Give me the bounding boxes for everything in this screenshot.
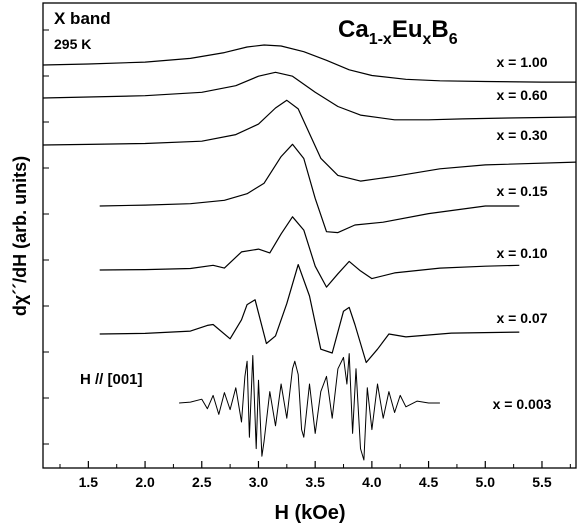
plot-frame — [42, 2, 577, 469]
x-tick-label: 4.0 — [362, 474, 382, 490]
x-tick-label: 4.5 — [419, 474, 439, 490]
series-line-x0-003 — [179, 353, 440, 461]
x-tick-label: 2.0 — [135, 474, 155, 490]
series-label-x0-003: x = 0.003 — [493, 396, 552, 412]
series-label-x1-00: x = 1.00 — [497, 54, 548, 70]
series-label-x0-15: x = 0.15 — [497, 183, 548, 199]
x-tick-label: 5.5 — [532, 474, 552, 490]
series-line-x0-30 — [42, 99, 577, 182]
series-line-x0-07 — [99, 264, 520, 364]
series-layer — [42, 44, 577, 461]
series-line-x0-10 — [99, 216, 520, 288]
series-label-x0-10: x = 0.10 — [497, 245, 548, 261]
series-label-x0-07: x = 0.07 — [497, 310, 548, 326]
temperature-annotation: 295 K — [54, 36, 91, 52]
x-tick-label: 5.0 — [476, 474, 496, 490]
y-axis-label: dχ´´/dH (arb. units) — [10, 156, 30, 316]
series-label-x0-30: x = 0.30 — [497, 127, 548, 143]
series-line-x0-60 — [42, 71, 577, 121]
x-axis-label: H (kOe) — [274, 502, 345, 524]
field-direction-annotation: H // [001] — [80, 371, 143, 388]
series-labels: x = 1.00 x = 0.60 x = 0.30 x = 0.15 x = 0.10… — [493, 54, 552, 412]
series-label-x0-60: x = 0.60 — [497, 87, 548, 103]
x-tick-label: 1.5 — [79, 474, 99, 490]
series-line-x0-15 — [99, 143, 520, 234]
x-axis: 1.5 2.0 2.5 3.0 3.5 4.0 4.5 5.0 5.5 — [59, 461, 571, 490]
compound-formula: Ca1-xEuxB6 — [338, 16, 458, 48]
band-annotation: X band — [54, 9, 111, 28]
x-tick-label: 2.5 — [192, 474, 212, 490]
y-tick-marks — [43, 29, 49, 445]
x-tick-label: 3.5 — [305, 474, 325, 490]
series-line-x1-00 — [42, 44, 576, 83]
x-tick-label: 3.0 — [249, 474, 269, 490]
